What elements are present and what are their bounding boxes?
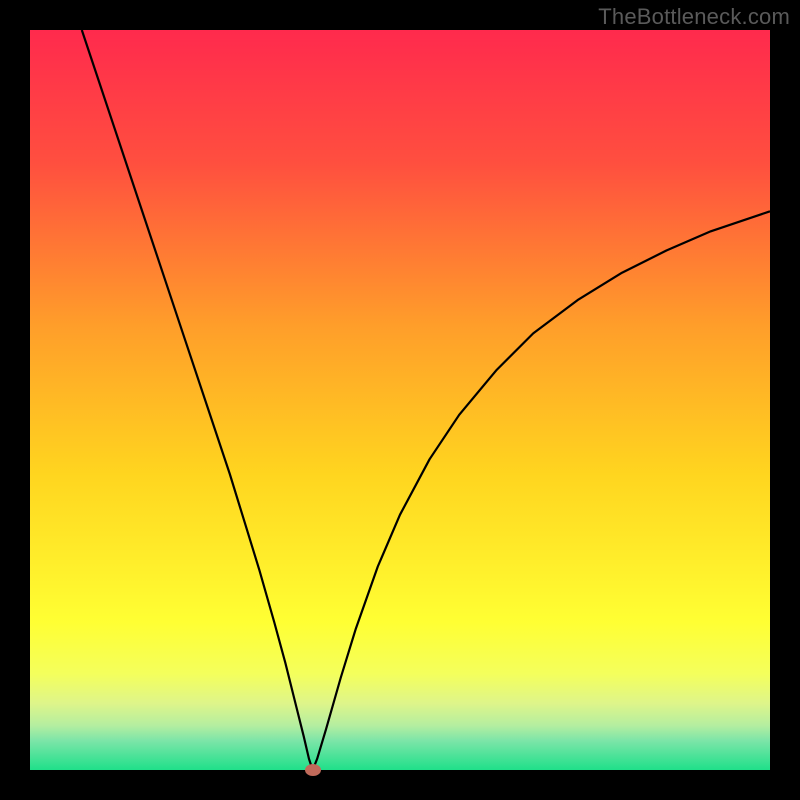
bottleneck-curve bbox=[82, 30, 770, 770]
watermark-text: TheBottleneck.com bbox=[598, 4, 790, 30]
plot-area bbox=[30, 30, 770, 770]
curve-svg bbox=[30, 30, 770, 770]
optimum-marker bbox=[305, 764, 321, 776]
